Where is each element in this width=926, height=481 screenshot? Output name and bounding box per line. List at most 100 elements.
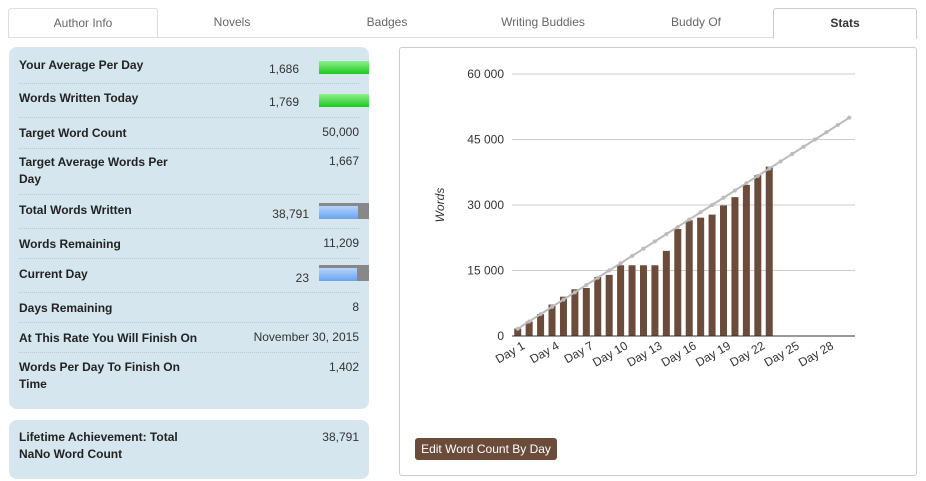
edit-word-count-button[interactable]: Edit Word Count By Day xyxy=(415,438,557,460)
stat-value: November 30, 2015 xyxy=(253,330,359,344)
tab-buddy-of[interactable]: Buddy Of xyxy=(670,15,722,29)
x-tick-label: Day 7 xyxy=(562,338,596,366)
chart-bar xyxy=(731,197,739,336)
chart-bar xyxy=(559,296,567,336)
progress-fill xyxy=(319,268,358,281)
stat-label: Days Remaining xyxy=(19,301,113,315)
y-tick-label: 0 xyxy=(497,329,504,343)
words-today-bar xyxy=(319,94,369,107)
target-point xyxy=(630,253,635,258)
x-tick-label: Day 13 xyxy=(624,338,664,369)
stat-value: 1,769 xyxy=(268,95,299,109)
target-point xyxy=(847,115,852,120)
stat-value: 38,791 xyxy=(272,207,309,221)
target-point xyxy=(835,122,840,127)
target-point xyxy=(515,326,520,331)
target-point xyxy=(824,130,829,135)
profile-tabs: Author Info Novels Badges Writing Buddie… xyxy=(8,8,918,39)
target-point xyxy=(744,181,749,186)
x-tick-label: Day 22 xyxy=(727,338,767,369)
target-point xyxy=(812,137,817,142)
stat-row-words-remaining: Words Remaining 11,209 xyxy=(19,229,359,259)
tab-novels[interactable]: Novels xyxy=(213,15,251,29)
target-point xyxy=(778,159,783,164)
target-point xyxy=(572,290,577,295)
stat-label: Target Average Words Per Day xyxy=(19,155,168,186)
stat-label: Words Written Today xyxy=(19,91,139,105)
chart-bar xyxy=(697,217,705,336)
target-point xyxy=(538,312,543,317)
target-point xyxy=(698,210,703,215)
tab-badges[interactable]: Badges xyxy=(366,15,408,29)
tab-author-info[interactable]: Author Info xyxy=(8,8,158,37)
target-line xyxy=(517,116,850,330)
chart-bar xyxy=(754,175,762,336)
chart-bar xyxy=(525,321,533,336)
average-per-day-bar xyxy=(319,61,369,74)
y-tick-label: 30 000 xyxy=(467,198,504,212)
progress-fill xyxy=(319,206,358,219)
target-point xyxy=(595,275,600,280)
chart-bar xyxy=(548,304,556,336)
stat-row-days-remaining: Days Remaining 8 xyxy=(19,293,359,323)
total-words-progress-bar xyxy=(319,203,369,219)
y-tick-label: 60 000 xyxy=(467,67,504,81)
target-point xyxy=(664,232,669,237)
chart-bar xyxy=(617,265,625,336)
chart-bar xyxy=(651,265,659,336)
stat-row-current-day: Current Day 23 xyxy=(19,259,369,293)
stat-row-words-today: Words Written Today 1,769 xyxy=(19,84,369,118)
target-point xyxy=(801,144,806,149)
x-tick-label: Day 10 xyxy=(590,338,630,369)
stat-row-finish-date: At This Rate You Will Finish On November… xyxy=(19,323,359,353)
chart-bar xyxy=(628,265,636,336)
target-point xyxy=(527,319,532,324)
chart-bar xyxy=(537,314,545,336)
x-tick-label: Day 16 xyxy=(659,338,699,369)
x-tick-label: Day 25 xyxy=(762,338,802,369)
stat-label: Your Average Per Day xyxy=(19,58,144,72)
chart-bar xyxy=(742,184,750,336)
stat-label: Words Remaining xyxy=(19,237,121,251)
target-point xyxy=(550,304,555,309)
target-point xyxy=(710,203,715,207)
target-point xyxy=(790,152,795,157)
stats-panel: Your Average Per Day 1,686 Words Written… xyxy=(9,47,369,409)
stat-value: 23 xyxy=(295,271,309,285)
stat-value: 1,667 xyxy=(328,154,359,168)
stat-label: Target Word Count xyxy=(19,126,127,140)
stat-value: 11,209 xyxy=(323,236,359,250)
chart-bar xyxy=(605,274,613,336)
target-point xyxy=(675,224,680,229)
stat-label: Words Per Day To Finish On Time xyxy=(19,360,180,391)
stat-value: 1,686 xyxy=(268,62,299,76)
lifetime-value: 38,791 xyxy=(322,430,359,444)
y-axis-label: Words xyxy=(433,188,447,223)
target-point xyxy=(618,261,623,266)
chart-bar xyxy=(571,289,579,336)
lifetime-label: Lifetime Achievement: Total NaNo Word Co… xyxy=(19,430,178,461)
chart-bar xyxy=(594,277,602,336)
stat-row-target-average: Target Average Words Per Day 1,667 xyxy=(19,149,359,195)
tab-writing-buddies[interactable]: Writing Buddies xyxy=(501,15,585,29)
x-tick-label: Day 19 xyxy=(693,338,733,369)
chart-bar xyxy=(708,214,716,336)
stat-label: Current Day xyxy=(19,267,88,281)
chart-bar xyxy=(662,250,670,336)
chart-bar xyxy=(720,205,728,336)
chart-bar xyxy=(582,287,590,336)
stat-row-lifetime: Lifetime Achievement: Total NaNo Word Co… xyxy=(19,420,359,470)
target-point xyxy=(687,217,692,222)
chart-container: 0 15 000 30 000 45 000 60 000 Words Day 1 Day 4… xyxy=(399,47,917,476)
stat-row-target-word-count: Target Word Count 50,000 xyxy=(19,118,359,149)
target-point xyxy=(584,283,589,288)
y-tick-label: 15 000 xyxy=(467,264,504,278)
stat-label: At This Rate You Will Finish On xyxy=(19,331,198,345)
target-point xyxy=(561,297,566,302)
chart-bar xyxy=(685,220,693,336)
tab-stats[interactable]: Stats xyxy=(773,8,917,39)
target-point xyxy=(767,166,772,171)
stat-value: 1,402 xyxy=(328,360,359,374)
target-point xyxy=(641,246,646,251)
